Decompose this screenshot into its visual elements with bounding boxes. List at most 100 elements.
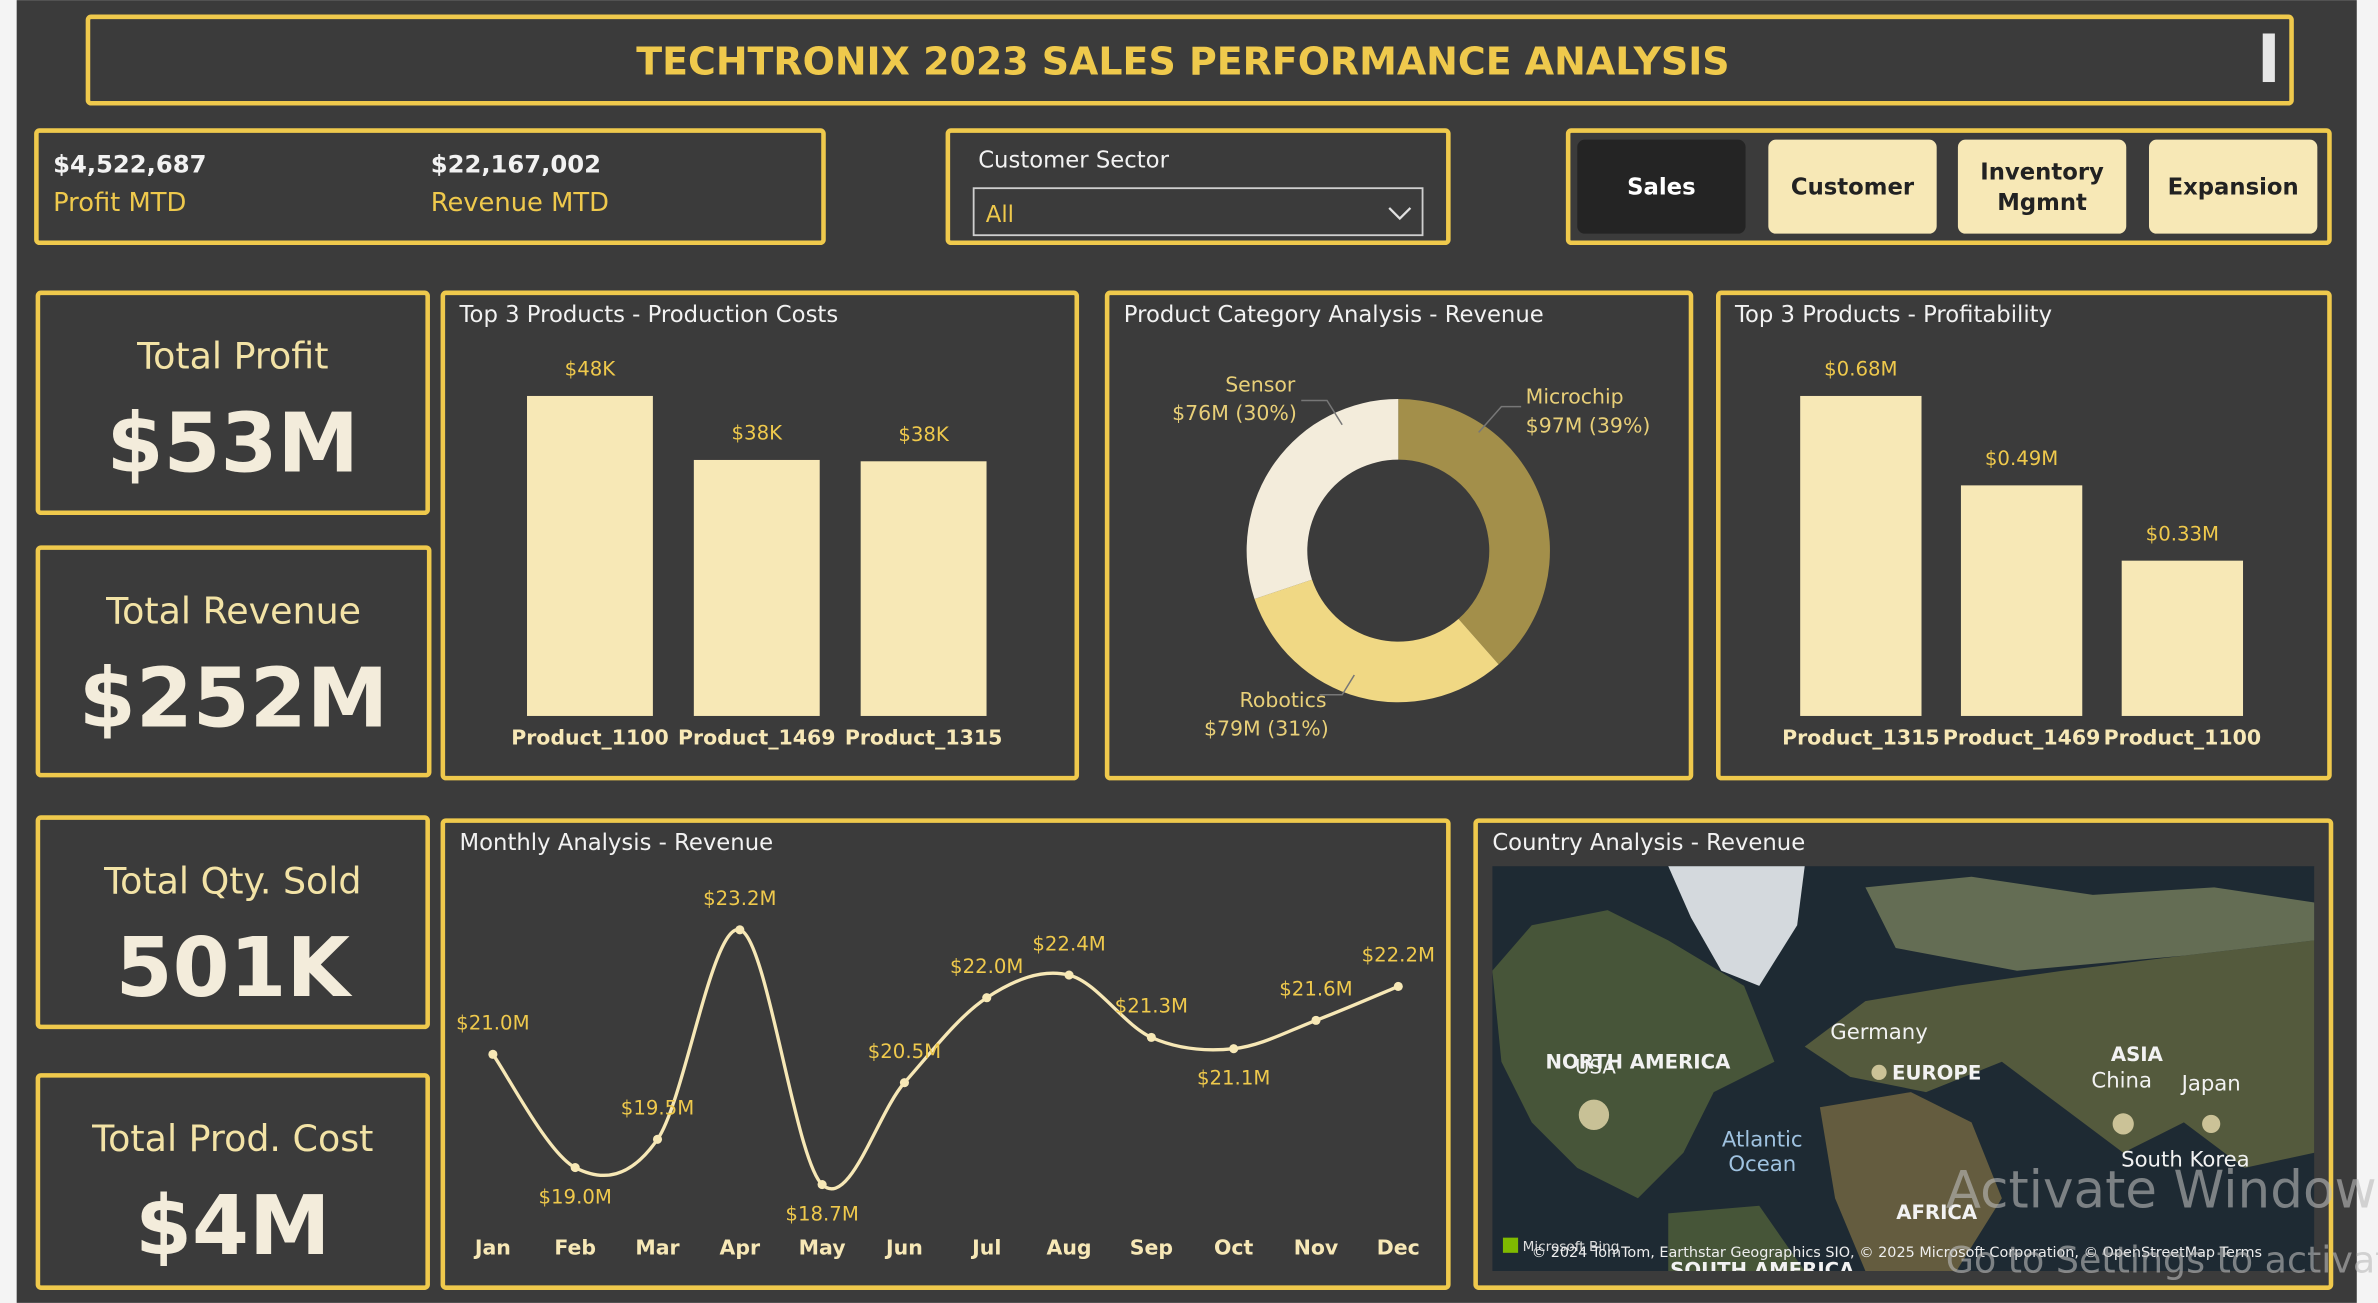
leader-line (1319, 674, 1355, 696)
data-label: $18.7M (785, 1202, 858, 1225)
landmass (1668, 866, 1805, 986)
landmass (1865, 876, 2315, 971)
map-label: AFRICA (1896, 1201, 1978, 1224)
kpi-label: Total Revenue (105, 589, 361, 632)
kpi-label: Total Profit (136, 335, 328, 378)
map-bubble[interactable] (2112, 1113, 2134, 1135)
x-tick-label: Aug (1047, 1235, 1092, 1259)
x-tick-label: Mar (635, 1235, 680, 1259)
point (1064, 970, 1074, 980)
nav-button-label[interactable]: Mgmnt (1997, 190, 2087, 216)
data-label: $21.6M (1279, 978, 1352, 1001)
data-label: $22.2M (1362, 944, 1435, 967)
nav-button[interactable] (1768, 139, 1937, 234)
x-tick-label: Product_1469 (1943, 726, 2101, 750)
kpi-value: $53M (107, 396, 359, 491)
map-panel (1473, 818, 2334, 1290)
map-label: EUROPE (1892, 1061, 1981, 1084)
chart-panel (1104, 290, 1694, 781)
slice-label: Sensor (1225, 372, 1296, 396)
bar (1960, 485, 2083, 716)
x-tick-label: Product_1100 (511, 726, 669, 750)
kpi-label: Total Prod. Cost (91, 1117, 373, 1160)
os-watermark: Go to Settings to activate Windows. (1946, 1238, 2378, 1281)
nav-button[interactable] (2148, 139, 2318, 234)
kpi-card (35, 545, 432, 778)
nav-button-label[interactable]: Sales (1627, 175, 1695, 201)
dropdown-chevron (1388, 207, 1412, 221)
chart-panel (440, 290, 1080, 781)
kpi-card (35, 290, 430, 516)
nav-button[interactable] (1577, 139, 1746, 234)
bar (860, 461, 987, 716)
chart-title: Monthly Analysis - Revenue (460, 830, 774, 856)
mtd-label: Revenue MTD (431, 188, 609, 218)
data-label: $21.3M (1115, 995, 1188, 1018)
line (491, 928, 1399, 1191)
data-label: $48K (565, 358, 617, 381)
nav-button-label[interactable]: Expansion (2168, 175, 2299, 201)
data-label: $0.49M (1985, 447, 2058, 470)
point (982, 993, 992, 1003)
point (735, 925, 745, 935)
point (488, 1049, 498, 1059)
brand-logo (1502, 1237, 1519, 1253)
x-tick-label: Jan (473, 1235, 511, 1259)
landmass (1492, 910, 1775, 1199)
bar (1800, 395, 1922, 716)
x-tick-label: Nov (1294, 1235, 1339, 1259)
nav-button[interactable] (1957, 139, 2127, 234)
map-bubble[interactable] (2202, 1114, 2221, 1134)
landmass (1804, 940, 2315, 1168)
map-label: Atlantic Ocean (1722, 1128, 1803, 1177)
map-label: South Korea (2121, 1147, 2250, 1172)
x-tick-label: Product_1315 (1782, 726, 1940, 750)
donut-slice (1254, 579, 1499, 703)
data-label: $38K (732, 422, 784, 445)
nav-button-label[interactable]: Customer (1791, 175, 1915, 201)
map-label: ASIA (2111, 1043, 2164, 1066)
data-label: $38K (898, 423, 950, 446)
kpi-value: $4M (135, 1179, 330, 1274)
kpi-value: 501K (116, 921, 353, 1016)
map-title: Country Analysis - Revenue (1492, 830, 1805, 856)
donut-slice (1246, 398, 1399, 599)
dropdown[interactable] (972, 187, 1424, 237)
map-bubble[interactable] (1578, 1099, 1610, 1130)
data-label: $19.0M (538, 1185, 611, 1208)
x-tick-label: Apr (720, 1235, 761, 1259)
mtd-label: Profit MTD (53, 188, 186, 218)
filter-label: Customer Sector (978, 147, 1169, 173)
x-tick-label: May (799, 1235, 846, 1259)
map-label: USA (1575, 1055, 1616, 1078)
map-label: Japan (2180, 1071, 2241, 1096)
dashboard-title: TECHTRONIX 2023 SALES PERFORMANCE ANALYS… (636, 39, 1729, 83)
nav-button-label[interactable]: Inventory (1980, 160, 2104, 186)
x-tick-label: Dec (1377, 1235, 1420, 1259)
map-label: Germany (1830, 1020, 1928, 1045)
slice-value-label: $79M (31%) (1204, 717, 1329, 741)
point (1393, 981, 1403, 991)
chart-title: Product Category Analysis - Revenue (1124, 302, 1544, 328)
point (1229, 1044, 1239, 1054)
slice-value-label: $97M (39%) (1526, 413, 1651, 437)
x-tick-label: Oct (1214, 1235, 1254, 1259)
nav-box (1565, 128, 2332, 246)
data-label: $21.0M (456, 1012, 529, 1035)
slice-label: Microchip (1526, 384, 1624, 408)
map-label-line: Atlantic (1722, 1128, 1803, 1153)
x-tick-label: Sep (1130, 1235, 1173, 1259)
filter-box (945, 128, 1451, 246)
map-bubble[interactable] (1871, 1064, 1887, 1080)
map-attribution: © 2024 TomTom, Earthstar Geographics SIO… (1532, 1245, 2262, 1261)
bar (527, 395, 653, 716)
data-label: $23.2M (703, 887, 776, 910)
kpi-label: Total Qty. Sold (103, 859, 361, 902)
point (652, 1134, 663, 1144)
mtd-value: $22,167,002 (431, 149, 601, 178)
point (817, 1180, 827, 1190)
kpi-card (35, 1073, 430, 1290)
point (899, 1078, 909, 1088)
